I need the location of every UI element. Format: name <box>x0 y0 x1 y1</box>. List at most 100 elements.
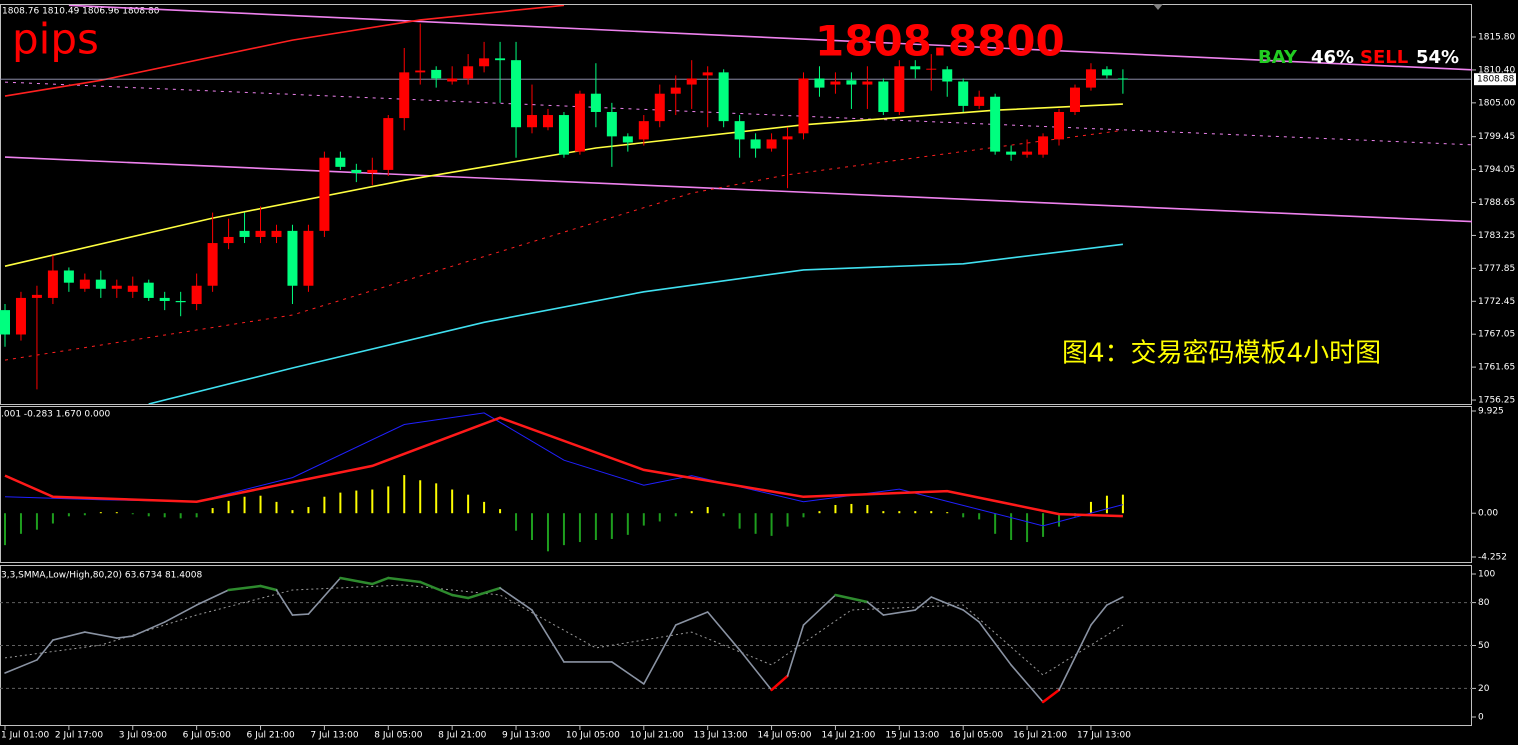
y-tick-label: 50 <box>1478 641 1490 651</box>
stoch-main-segment <box>4 659 38 674</box>
overlay-line <box>148 243 1123 404</box>
stoch-main-segment <box>642 624 677 685</box>
stoch-main-segment <box>52 631 86 641</box>
candle-body <box>638 121 649 140</box>
candle-body <box>814 78 825 88</box>
stoch-main-segment <box>738 649 773 691</box>
overlay-line <box>4 81 1472 146</box>
candle-body <box>558 115 569 155</box>
annotation: 46% <box>1311 47 1354 68</box>
candle-body <box>718 72 729 122</box>
candle-body <box>750 139 761 149</box>
stoch-main-segment <box>706 611 741 651</box>
x-tick-label: 6 Jul 05:00 <box>183 731 232 741</box>
candle-body <box>1117 78 1128 80</box>
candle-body <box>79 279 90 289</box>
x-tick-label: 2 Jul 17:00 <box>55 731 104 741</box>
stoch-main-segment <box>611 661 645 685</box>
candle-body <box>383 118 394 170</box>
x-tick-label: 8 Jul 05:00 <box>374 731 423 741</box>
y-tick-label: 9.925 <box>1478 407 1504 417</box>
stoch-main-segment <box>1010 664 1044 703</box>
y-tick-label: 1783.25 <box>1478 231 1515 241</box>
candle-body <box>399 72 410 119</box>
stoch-main-segment <box>307 577 342 615</box>
candle-body <box>894 66 905 112</box>
stoch-main-segment <box>1090 604 1108 626</box>
candle-body <box>942 69 953 82</box>
x-tick-label: 6 Jul 21:00 <box>247 731 296 741</box>
candle-body <box>1101 69 1112 76</box>
stoch-main-segment <box>914 596 933 611</box>
x-tick-label: 10 Jul 05:00 <box>566 731 620 741</box>
panel-header: .001 -0.283 1.670 0.000 <box>1 410 110 420</box>
x-tick-label: 14 Jul 21:00 <box>821 731 875 741</box>
candle-body <box>271 230 282 237</box>
stoch-main-segment <box>275 589 294 616</box>
candle-body <box>143 282 154 298</box>
y-tick-label: 1756.25 <box>1478 396 1515 406</box>
annotation: pips <box>12 15 99 64</box>
stoch-main-segment <box>499 587 533 611</box>
candle-body <box>527 115 538 128</box>
candle-body <box>910 66 921 70</box>
candle-body <box>766 139 777 149</box>
candle-body <box>622 136 633 143</box>
annotation: SELL <box>1360 47 1408 68</box>
shift-marker <box>1153 4 1163 10</box>
x-tick-label: 14 Jul 05:00 <box>758 731 812 741</box>
y-tick-label: -4.252 <box>1478 553 1507 563</box>
overlay-line <box>4 5 565 97</box>
panel-header: 1808.76 1810.49 1806.96 1808.80 <box>2 7 160 17</box>
last-price-label: 1808.88 <box>1477 75 1514 85</box>
signal-line <box>4 584 1124 676</box>
candle-body <box>606 111 617 137</box>
candle-body <box>542 115 553 128</box>
candle-body <box>0 310 10 335</box>
stoch-main-segment <box>531 609 565 663</box>
stoch-main-segment <box>978 621 1012 666</box>
stoch-main-segment <box>36 639 54 661</box>
y-tick-label: 1777.85 <box>1478 264 1515 274</box>
x-tick-label: 16 Jul 21:00 <box>1013 731 1067 741</box>
stoch-main-segment <box>802 594 837 626</box>
x-tick-label: 13 Jul 13:00 <box>694 731 748 741</box>
candle-body <box>111 285 122 289</box>
plot-area <box>0 5 1472 404</box>
overlay-line <box>68 5 1472 71</box>
candle-body <box>702 72 713 76</box>
candle-body <box>782 136 793 140</box>
candle-body <box>686 78 697 85</box>
y-tick-label: 0 <box>1478 713 1484 723</box>
x-tick-label: 7 Jul 13:00 <box>310 731 359 741</box>
annotation: BAY <box>1258 47 1298 68</box>
y-tick-label: 1767.05 <box>1478 330 1515 340</box>
candle-body <box>878 81 889 112</box>
macd-panel-frame <box>0 406 1472 563</box>
stoch-main-segment <box>1106 596 1124 606</box>
y-tick-label: 1805.00 <box>1478 98 1515 108</box>
candle-body <box>990 96 1001 152</box>
y-tick-label: 1788.65 <box>1478 198 1515 208</box>
candle-body <box>511 60 522 128</box>
candle-body <box>223 236 234 244</box>
stoch-main-segment <box>674 611 709 626</box>
stoch-main-segment <box>770 674 789 692</box>
x-tick-label: 1 Jul 01:00 <box>1 731 50 741</box>
candle-body <box>287 230 298 286</box>
stoch-main-segment <box>291 613 310 616</box>
candle-body <box>255 230 266 237</box>
stoch-main-segment <box>834 593 869 604</box>
stoch-main-segment <box>227 584 262 592</box>
overlay-line <box>4 129 1123 361</box>
candle-body <box>926 68 937 70</box>
candle-body <box>191 285 202 305</box>
y-tick-label: 80 <box>1478 598 1490 608</box>
y-tick-label: 1761.65 <box>1478 363 1515 373</box>
candle-body <box>351 169 362 173</box>
stoch-main-segment <box>131 621 166 637</box>
stoch-main-segment <box>84 631 118 639</box>
candle-body <box>495 58 506 61</box>
x-tick-label: 15 Jul 13:00 <box>885 731 939 741</box>
